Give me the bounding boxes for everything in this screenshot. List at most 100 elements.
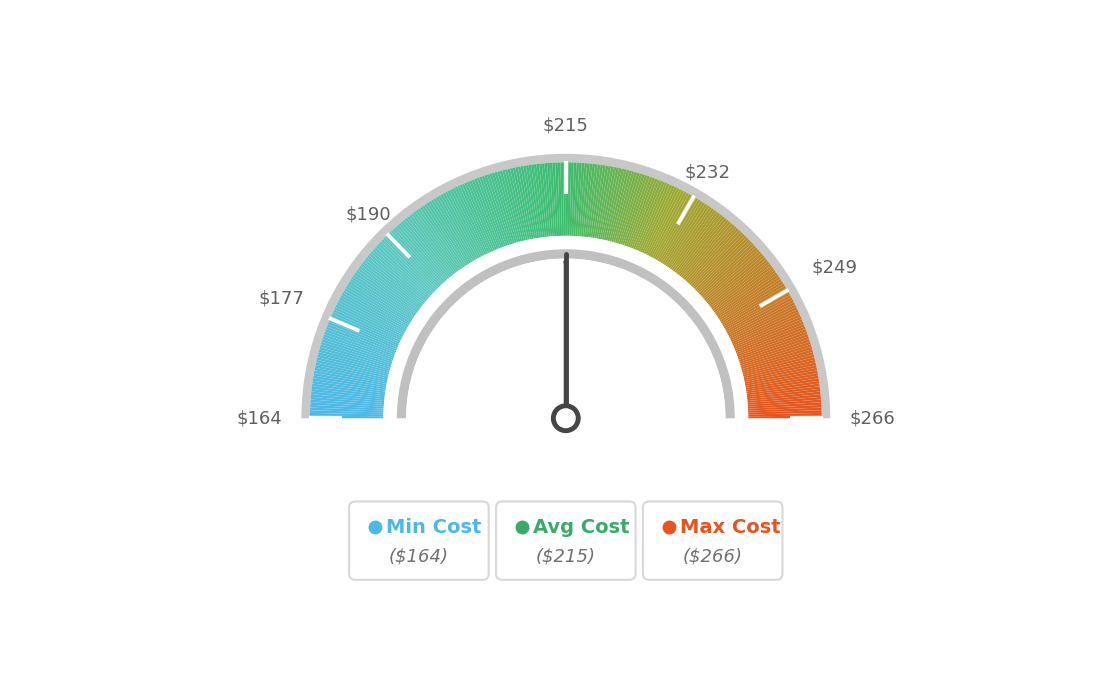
Wedge shape (417, 208, 461, 270)
Wedge shape (347, 284, 411, 324)
Wedge shape (526, 165, 539, 238)
Wedge shape (746, 378, 819, 392)
Wedge shape (310, 400, 384, 407)
Wedge shape (726, 297, 793, 334)
Wedge shape (577, 163, 584, 236)
Wedge shape (411, 213, 457, 273)
Wedge shape (602, 168, 619, 240)
Wedge shape (329, 319, 397, 349)
Wedge shape (383, 236, 749, 418)
Wedge shape (531, 164, 543, 237)
Wedge shape (570, 162, 574, 236)
Wedge shape (713, 268, 774, 313)
Wedge shape (633, 180, 662, 249)
Text: ($215): ($215) (535, 548, 596, 566)
Wedge shape (722, 286, 786, 326)
Wedge shape (749, 408, 821, 413)
Wedge shape (374, 247, 431, 297)
Wedge shape (505, 169, 524, 241)
Wedge shape (341, 293, 407, 331)
Wedge shape (407, 216, 454, 275)
Wedge shape (389, 232, 440, 286)
Wedge shape (730, 307, 797, 341)
Wedge shape (629, 179, 658, 248)
Wedge shape (330, 317, 399, 348)
Wedge shape (617, 172, 639, 244)
Wedge shape (701, 247, 757, 297)
Wedge shape (497, 171, 519, 243)
Wedge shape (626, 177, 652, 246)
Text: $266: $266 (850, 409, 895, 427)
Wedge shape (741, 344, 811, 367)
Wedge shape (314, 371, 386, 386)
Wedge shape (694, 237, 749, 290)
Wedge shape (740, 342, 810, 366)
Wedge shape (586, 164, 598, 237)
Wedge shape (613, 171, 635, 243)
Wedge shape (723, 288, 787, 327)
Wedge shape (383, 237, 437, 290)
Wedge shape (461, 184, 493, 252)
Wedge shape (673, 211, 719, 272)
Wedge shape (474, 179, 502, 248)
Wedge shape (381, 239, 435, 292)
Wedge shape (495, 172, 517, 243)
Wedge shape (724, 290, 788, 328)
Wedge shape (413, 211, 458, 272)
Text: ($164): ($164) (389, 548, 449, 566)
Wedge shape (311, 394, 384, 403)
Wedge shape (749, 410, 821, 415)
Wedge shape (500, 170, 520, 242)
Wedge shape (355, 270, 417, 314)
Text: ($266): ($266) (682, 548, 743, 566)
Wedge shape (354, 273, 416, 316)
Wedge shape (745, 373, 818, 388)
Wedge shape (479, 177, 506, 246)
Wedge shape (323, 334, 393, 360)
Wedge shape (736, 329, 807, 357)
Wedge shape (321, 339, 392, 364)
Wedge shape (670, 208, 714, 270)
Wedge shape (716, 275, 779, 317)
Wedge shape (415, 210, 460, 270)
Wedge shape (747, 394, 820, 403)
Wedge shape (320, 344, 391, 367)
Bar (211, 594, 921, 614)
Wedge shape (312, 381, 385, 393)
Wedge shape (729, 304, 796, 339)
Wedge shape (714, 270, 776, 314)
Wedge shape (660, 199, 701, 263)
Wedge shape (593, 165, 606, 238)
Wedge shape (744, 362, 816, 380)
Wedge shape (359, 266, 420, 311)
Wedge shape (487, 174, 511, 245)
Wedge shape (668, 206, 712, 268)
Wedge shape (649, 190, 684, 257)
Wedge shape (687, 226, 737, 283)
Wedge shape (692, 233, 745, 288)
Wedge shape (585, 164, 595, 237)
Wedge shape (328, 322, 397, 351)
Wedge shape (533, 164, 545, 237)
Wedge shape (311, 386, 385, 397)
Wedge shape (733, 317, 802, 348)
Wedge shape (469, 180, 499, 249)
Wedge shape (319, 349, 390, 371)
Wedge shape (358, 268, 418, 313)
Wedge shape (618, 173, 643, 244)
Wedge shape (331, 314, 400, 346)
Wedge shape (744, 365, 817, 382)
Wedge shape (325, 332, 394, 358)
Wedge shape (512, 168, 530, 240)
Wedge shape (396, 249, 735, 418)
Wedge shape (575, 163, 582, 236)
Wedge shape (311, 389, 384, 399)
Wedge shape (711, 264, 772, 310)
Wedge shape (700, 245, 756, 296)
Wedge shape (471, 179, 500, 248)
Wedge shape (310, 405, 384, 411)
Wedge shape (705, 253, 763, 302)
Wedge shape (321, 342, 392, 366)
Wedge shape (679, 218, 726, 277)
Wedge shape (316, 359, 389, 378)
